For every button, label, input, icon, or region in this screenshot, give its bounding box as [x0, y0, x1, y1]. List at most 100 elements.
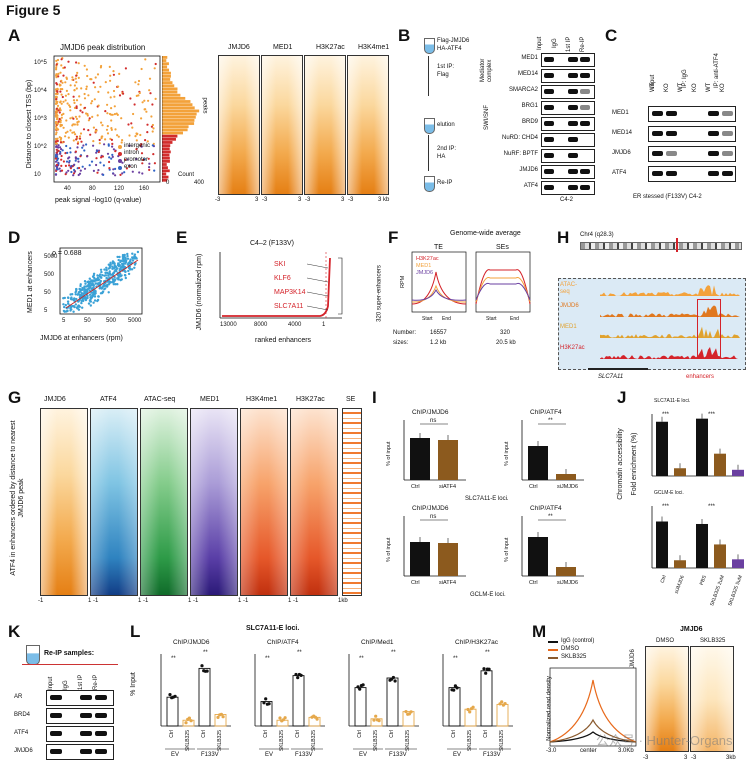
c-lane-label: WT: [650, 82, 656, 92]
h-track-signal: [600, 305, 740, 317]
d-point: [112, 267, 116, 270]
l-point: [404, 710, 408, 714]
c-blot-signal: [708, 111, 719, 116]
l-point: [205, 669, 209, 673]
blot-signal: [568, 153, 578, 158]
scatter-point: [72, 95, 75, 98]
scatter-point: [135, 148, 138, 151]
d-point: [122, 264, 125, 267]
l-point: [296, 676, 300, 680]
d-point: [89, 282, 92, 285]
d-point: [123, 253, 126, 257]
scatter-point: [60, 79, 63, 82]
scatter-point: [61, 95, 64, 99]
i-bar: [438, 440, 458, 480]
e-gene-label: SKI: [274, 261, 285, 268]
l-sub-title: ChIP/JMJD6: [173, 639, 210, 646]
scatter-point: [86, 155, 89, 158]
scatter-point: [148, 168, 151, 171]
heatmap-a-h3k4me1: [347, 55, 389, 195]
scatter-point: [80, 140, 83, 143]
scatter-point: [112, 70, 115, 73]
scatter-point: [106, 112, 109, 115]
panel-letter-c: C: [605, 26, 618, 45]
scatter-point: [116, 113, 119, 116]
panel-letter-e: E: [176, 228, 188, 247]
d-point: [127, 272, 131, 276]
c-blot-signal: [666, 131, 677, 136]
l-xlabel: Ctrl: [295, 730, 301, 738]
scatter-point: [54, 173, 58, 176]
j-sig: ***: [708, 412, 716, 418]
histogram-bar: [162, 56, 168, 59]
scatter-point: [55, 95, 58, 99]
histogram-bar: [162, 65, 168, 69]
h-track-signal: [600, 326, 740, 338]
c-blot-band: [648, 146, 736, 162]
scatter-point: [78, 166, 81, 170]
scatter-point: [139, 133, 142, 137]
blot-signal: [544, 89, 554, 94]
panel-d-scatter: 5 50 500 5000 5 50 500 5000: [44, 247, 143, 324]
c-lane-label: WT: [678, 82, 684, 92]
e-xtick: 13000: [220, 322, 237, 328]
blot-signal: [580, 105, 590, 110]
scatter-point: [110, 138, 113, 141]
scatter-point: [135, 139, 138, 142]
scatter-point: [75, 61, 78, 64]
f-ylabel: RPM: [400, 275, 406, 288]
scatter-point: [95, 163, 98, 167]
i-xlabel: siJMJD6: [557, 484, 578, 490]
scatter-point: [66, 130, 69, 133]
l-sig: **: [171, 656, 176, 662]
scatter-point: [59, 141, 63, 144]
c-blot-signal: [722, 151, 733, 156]
f-te-profile: [411, 271, 467, 305]
scatter-point: [56, 116, 59, 119]
k-row-label: AR: [14, 694, 23, 700]
l-point: [374, 714, 378, 718]
scatter-point: [139, 144, 142, 147]
scatter-point: [64, 94, 67, 97]
m-heat-col-sklb: SKLB325: [700, 638, 726, 644]
scatter-point: [82, 144, 85, 147]
scatter-point: [98, 142, 101, 145]
d-ytick: 5: [44, 308, 48, 314]
scatter-point: [58, 117, 61, 121]
scatter-point: [77, 157, 80, 160]
scatter-point: [106, 125, 109, 128]
b-step-ha: HA: [437, 154, 446, 160]
l-point: [294, 672, 298, 677]
scatter-point: [72, 117, 75, 120]
i-sig: **: [548, 514, 553, 520]
d-point: [81, 286, 84, 290]
scatter-point: [121, 161, 124, 164]
scatter-point: [56, 104, 60, 107]
scatter-point: [65, 119, 68, 122]
d-point: [70, 296, 73, 299]
tube-icon: [26, 645, 40, 665]
panel-letter-h: H: [557, 228, 570, 247]
d-point: [99, 281, 102, 284]
scatter-point: [58, 84, 61, 87]
c-lane-label: KO: [664, 83, 670, 92]
i-sig: ns: [430, 418, 436, 424]
blot-signal: [568, 57, 578, 62]
scatter-point: [56, 139, 59, 143]
l-ylabel: % Input: [129, 672, 137, 696]
scatter-point: [107, 91, 110, 94]
panel-letter-l: L: [130, 622, 141, 641]
l-point: [487, 667, 491, 671]
d-point: [117, 276, 120, 280]
scatter-xtick: 40: [64, 186, 71, 192]
scatter-point: [55, 66, 58, 69]
heatmap-g-atac: [140, 408, 188, 596]
d-point: [105, 276, 108, 280]
l-xlabel: SKLB325: [279, 730, 285, 751]
scatter-point: [120, 141, 123, 144]
scatter-point: [55, 98, 58, 101]
h-track-area: [600, 326, 740, 338]
blot-signal: [580, 89, 590, 94]
d-point: [83, 280, 87, 283]
f-te-frame: [411, 251, 467, 313]
